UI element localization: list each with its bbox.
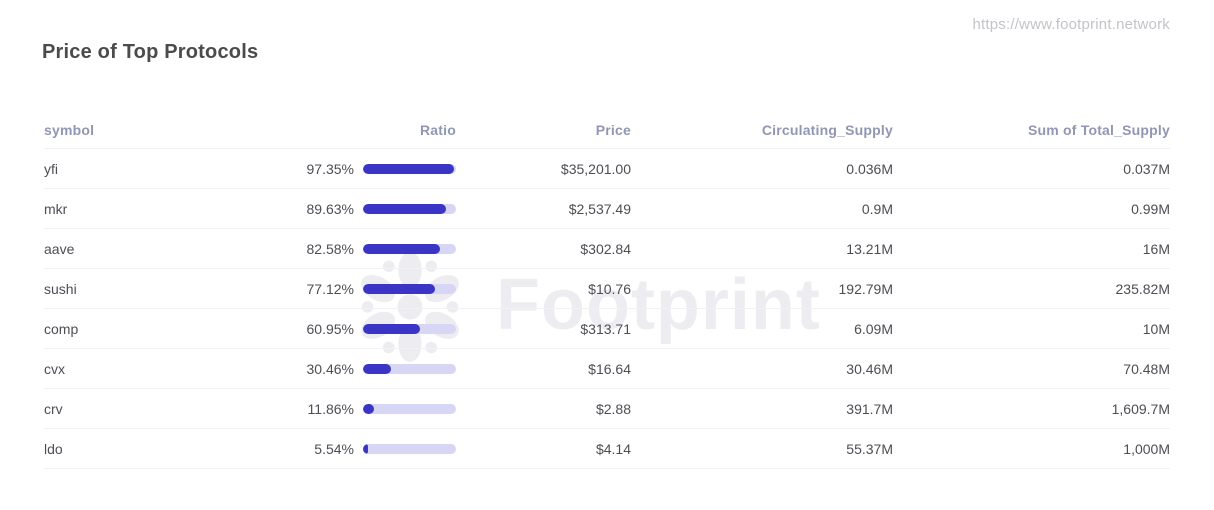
symbol-cell: cvx [44,360,65,377]
table-row: sushi 77.12% $10.76 192.79M 235.82M [44,269,1170,309]
symbol-cell: sushi [44,280,77,297]
symbol-cell: crv [44,400,63,417]
ratio-bar-fill [363,323,420,334]
protocols-table: symbol Ratio Price Circulating_Supply Su… [44,112,1170,469]
ratio-bar-track [363,243,456,254]
price-cell: $4.14 [595,440,631,457]
total-supply-cell: 0.99M [1131,200,1170,217]
ratio-percent-label: 89.63% [306,200,354,217]
table-row: yfi 97.35% $35,201.00 0.036M 0.037M [44,149,1170,189]
ratio-cell: 97.35% [294,161,456,177]
symbol-cell: yfi [44,160,58,177]
price-cell: $16.64 [588,360,631,377]
column-header-total-supply: Sum of Total_Supply [1028,122,1170,138]
circulating-supply-cell: 391.7M [846,400,893,417]
table-row: comp 60.95% $313.71 6.09M 10M [44,309,1170,349]
circulating-supply-cell: 0.036M [846,160,893,177]
ratio-cell: 11.86% [294,401,456,417]
symbol-cell: comp [44,320,79,337]
ratio-cell: 77.12% [294,281,456,297]
ratio-bar-track [363,443,456,454]
circulating-supply-cell: 55.37M [846,440,893,457]
ratio-bar-fill [363,403,375,414]
ratio-percent-label: 5.54% [314,440,354,457]
ratio-percent-label: 77.12% [306,280,354,297]
ratio-bar-track [363,323,456,334]
ratio-bar-track [363,163,456,174]
ratio-bar-fill [363,443,369,454]
column-header-circulating-supply: Circulating_Supply [761,122,893,138]
total-supply-cell: 16M [1142,240,1170,257]
table-row: crv 11.86% $2.88 391.7M 1,609.7M [44,389,1170,429]
price-cell: $302.84 [580,240,631,257]
page-title: Price of Top Protocols [42,41,259,63]
circulating-supply-cell: 6.09M [854,320,893,337]
ratio-bar-track [363,283,456,294]
site-url: https://www.footprint.network [972,16,1170,33]
table-body: yfi 97.35% $35,201.00 0.036M 0.037M mkr … [44,149,1170,469]
ratio-cell: 89.63% [294,201,456,217]
circulating-supply-cell: 30.46M [846,360,893,377]
ratio-bar-track [363,363,456,374]
ratio-bar-fill [363,363,392,374]
ratio-cell: 60.95% [294,321,456,337]
symbol-cell: ldo [44,440,63,457]
ratio-cell: 30.46% [294,361,456,377]
ratio-percent-label: 60.95% [306,320,354,337]
table-row: ldo 5.54% $4.14 55.37M 1,000M [44,429,1170,469]
column-header-symbol: symbol [44,122,95,138]
total-supply-cell: 70.48M [1123,360,1170,377]
ratio-cell: 82.58% [294,241,456,257]
total-supply-cell: 0.037M [1123,160,1170,177]
ratio-cell: 5.54% [294,441,456,457]
table-header-row: symbol Ratio Price Circulating_Supply Su… [44,112,1170,149]
total-supply-cell: 235.82M [1115,280,1170,297]
total-supply-cell: 10M [1142,320,1170,337]
ratio-bar-track [363,403,456,414]
symbol-cell: aave [44,240,75,257]
ratio-bar-fill [363,163,454,174]
circulating-supply-cell: 0.9M [861,200,893,217]
table-row: aave 82.58% $302.84 13.21M 16M [44,229,1170,269]
ratio-bar-track [363,203,456,214]
total-supply-cell: 1,000M [1123,440,1170,457]
total-supply-cell: 1,609.7M [1111,400,1170,417]
circulating-supply-cell: 192.79M [838,280,893,297]
column-header-price: Price [595,122,631,138]
column-header-ratio: Ratio [420,122,456,138]
ratio-percent-label: 97.35% [306,160,354,177]
ratio-bar-fill [363,203,447,214]
table-row: mkr 89.63% $2,537.49 0.9M 0.99M [44,189,1170,229]
price-cell: $313.71 [580,320,631,337]
price-cell: $10.76 [588,280,631,297]
ratio-bar-fill [363,243,440,254]
price-cell: $2,537.49 [568,200,631,217]
table-row: cvx 30.46% $16.64 30.46M 70.48M [44,349,1170,389]
circulating-supply-cell: 13.21M [846,240,893,257]
price-cell: $35,201.00 [560,160,631,177]
ratio-percent-label: 11.86% [307,400,354,417]
ratio-bar-fill [363,283,435,294]
symbol-cell: mkr [44,200,68,217]
ratio-percent-label: 30.46% [306,360,354,377]
price-cell: $2.88 [595,400,631,417]
ratio-percent-label: 82.58% [306,240,354,257]
